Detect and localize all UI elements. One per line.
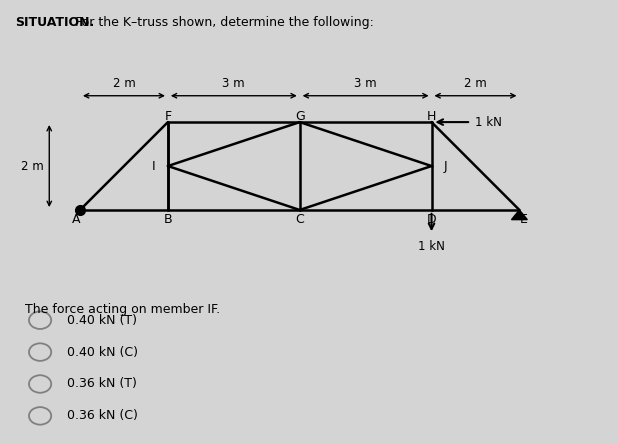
Text: D: D <box>427 213 436 226</box>
Text: The force acting on member IF.: The force acting on member IF. <box>25 303 220 316</box>
Text: G: G <box>295 110 305 123</box>
Text: A: A <box>72 213 80 226</box>
Text: E: E <box>520 213 528 226</box>
Text: 0.40 kN (T): 0.40 kN (T) <box>67 314 136 326</box>
Text: SITUATION.: SITUATION. <box>15 16 94 28</box>
Text: 2 m: 2 m <box>112 77 135 90</box>
Text: F: F <box>164 110 172 123</box>
Text: 0.36 kN (C): 0.36 kN (C) <box>67 409 138 422</box>
Text: 1 kN: 1 kN <box>418 240 445 253</box>
Text: H: H <box>427 110 436 123</box>
Text: 0.36 kN (T): 0.36 kN (T) <box>67 377 136 390</box>
Text: 3 m: 3 m <box>223 77 245 90</box>
Text: For the K–truss shown, determine the following:: For the K–truss shown, determine the fol… <box>71 16 374 28</box>
Text: C: C <box>296 213 304 226</box>
Text: 1 kN: 1 kN <box>474 116 502 128</box>
Text: 2 m: 2 m <box>464 77 487 90</box>
Text: 2 m: 2 m <box>21 159 44 172</box>
Text: 3 m: 3 m <box>354 77 377 90</box>
Polygon shape <box>511 210 528 220</box>
Text: J: J <box>444 159 447 172</box>
Text: B: B <box>164 213 172 226</box>
Text: I: I <box>152 159 155 172</box>
Text: 0.40 kN (C): 0.40 kN (C) <box>67 346 138 358</box>
